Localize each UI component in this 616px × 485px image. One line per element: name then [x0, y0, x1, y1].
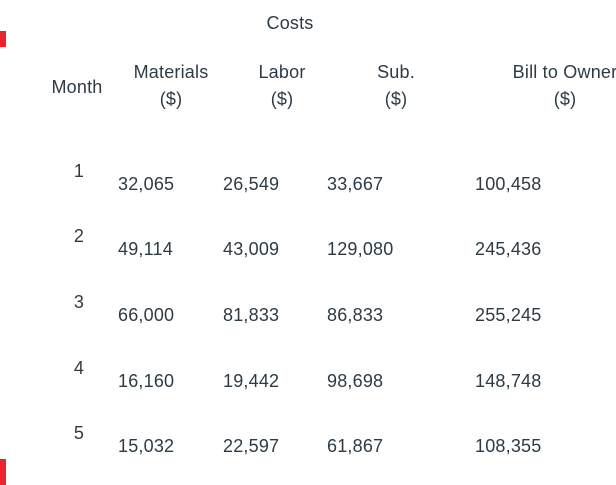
col-header-sub-label: Sub.: [377, 62, 415, 82]
row-3-month: 3: [73, 292, 85, 312]
col-header-month: Month: [51, 77, 103, 97]
row-4-labor: 19,442: [223, 371, 280, 391]
red-edge-marker-top: [0, 31, 6, 47]
col-header-bill-to-owner: Bill to Owner ($): [513, 59, 616, 113]
row-1-labor: 26,549: [223, 174, 280, 194]
col-header-bill-to-owner-label: Bill to Owner: [512, 62, 616, 82]
row-2-sub: 129,080: [327, 239, 394, 259]
col-header-sub-unit: ($): [384, 89, 408, 109]
table-title: Costs: [266, 13, 314, 33]
row-4-month: 4: [73, 358, 85, 378]
col-header-materials-label: Materials: [133, 62, 209, 82]
row-3-materials: 66,000: [118, 305, 175, 325]
col-header-bill-to-owner-unit: ($): [553, 89, 577, 109]
row-3-sub: 86,833: [327, 305, 384, 325]
row-5-materials: 15,032: [118, 436, 175, 456]
row-4-materials: 16,160: [118, 371, 175, 391]
row-5-sub: 61,867: [327, 436, 384, 456]
row-5-labor: 22,597: [223, 436, 280, 456]
row-1-materials: 32,065: [118, 174, 175, 194]
col-header-materials: Materials ($): [134, 59, 209, 113]
row-1-sub: 33,667: [327, 174, 384, 194]
row-4-bill-to-owner: 148,748: [475, 371, 542, 391]
col-header-labor-label: Labor: [258, 62, 306, 82]
col-header-sub: Sub. ($): [377, 59, 415, 113]
red-edge-marker-bottom: [0, 459, 6, 485]
col-header-labor-unit: ($): [270, 89, 294, 109]
row-5-bill-to-owner: 108,355: [475, 436, 542, 456]
row-2-bill-to-owner: 245,436: [475, 239, 542, 259]
row-5-month: 5: [73, 423, 85, 443]
col-header-materials-unit: ($): [159, 89, 183, 109]
row-1-bill-to-owner: 100,458: [475, 174, 542, 194]
row-2-month: 2: [73, 226, 85, 246]
row-2-labor: 43,009: [223, 239, 280, 259]
row-3-bill-to-owner: 255,245: [475, 305, 542, 325]
col-header-labor: Labor ($): [258, 59, 305, 113]
row-4-sub: 98,698: [327, 371, 384, 391]
row-2-materials: 49,114: [118, 239, 173, 259]
row-1-month: 1: [73, 161, 85, 181]
row-3-labor: 81,833: [223, 305, 280, 325]
